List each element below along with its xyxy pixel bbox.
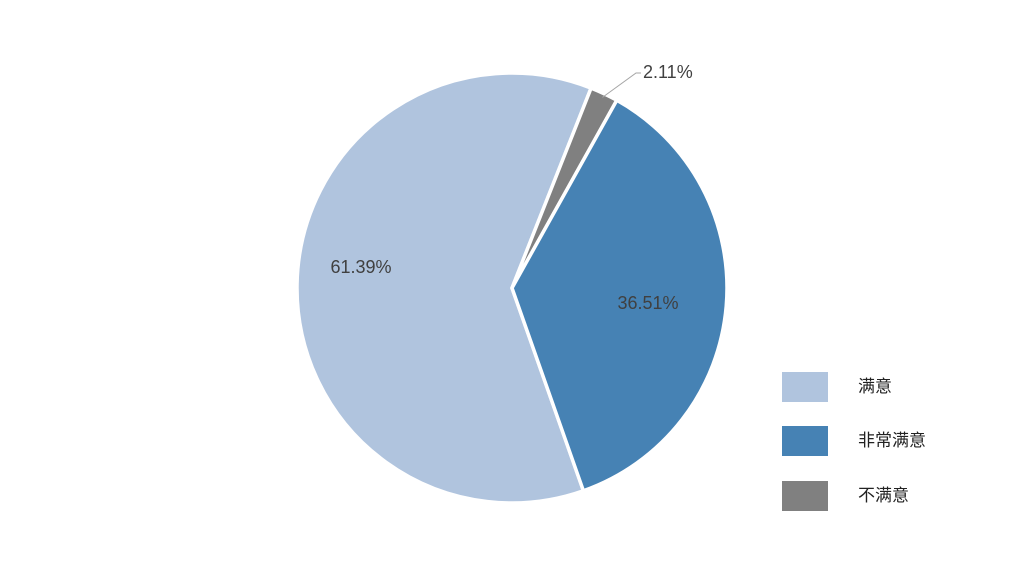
legend-label: 非常满意	[858, 431, 926, 451]
slice-satisfied	[295, 71, 593, 505]
data-label-very-satisfied: 36.51%	[617, 293, 678, 313]
legend-label: 不满意	[858, 486, 909, 506]
leader-line	[602, 72, 641, 98]
legend-label: 满意	[858, 377, 892, 397]
data-label-satisfied: 61.39%	[330, 257, 391, 277]
legend-swatch	[782, 481, 828, 511]
legend-swatch	[782, 372, 828, 402]
data-label-dissatisfied: 2.11%	[643, 62, 693, 82]
legend-swatch	[782, 426, 828, 456]
slice-very-satisfied	[510, 98, 729, 493]
